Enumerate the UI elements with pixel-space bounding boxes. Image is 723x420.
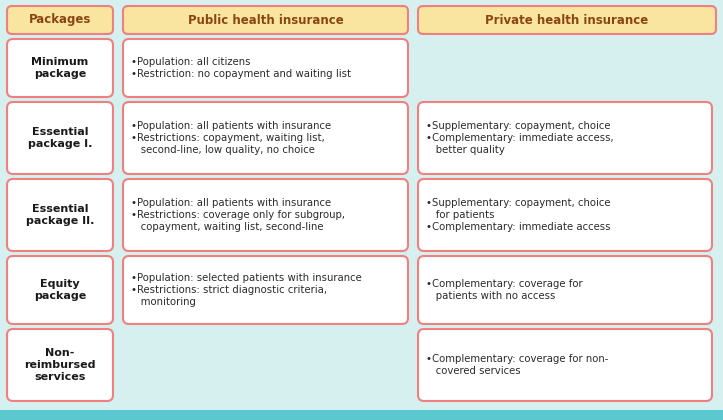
Text: Packages: Packages — [29, 13, 91, 26]
Text: •Complementary: coverage for non-
   covered services: •Complementary: coverage for non- covere… — [426, 354, 608, 376]
FancyBboxPatch shape — [123, 179, 408, 251]
Text: Essential
package II.: Essential package II. — [26, 204, 94, 226]
Text: •Population: all patients with insurance
•Restrictions: copayment, waiting list,: •Population: all patients with insurance… — [131, 121, 331, 155]
FancyBboxPatch shape — [7, 39, 113, 97]
FancyBboxPatch shape — [7, 256, 113, 324]
FancyBboxPatch shape — [123, 39, 408, 97]
FancyBboxPatch shape — [7, 6, 113, 34]
Bar — [0, 410, 723, 420]
Text: Equity
package: Equity package — [34, 279, 86, 301]
Text: •Complementary: coverage for
   patients with no access: •Complementary: coverage for patients wi… — [426, 279, 583, 301]
FancyBboxPatch shape — [418, 256, 712, 324]
FancyBboxPatch shape — [7, 179, 113, 251]
Text: Private health insurance: Private health insurance — [485, 13, 649, 26]
FancyBboxPatch shape — [123, 256, 408, 324]
FancyBboxPatch shape — [7, 102, 113, 174]
Text: •Population: all citizens
•Restriction: no copayment and waiting list: •Population: all citizens •Restriction: … — [131, 57, 351, 79]
FancyBboxPatch shape — [418, 329, 712, 401]
Text: Essential
package I.: Essential package I. — [27, 127, 93, 149]
FancyBboxPatch shape — [7, 329, 113, 401]
Text: •Population: selected patients with insurance
•Restrictions: strict diagnostic c: •Population: selected patients with insu… — [131, 273, 362, 307]
FancyBboxPatch shape — [418, 179, 712, 251]
FancyBboxPatch shape — [123, 102, 408, 174]
Text: Public health insurance: Public health insurance — [188, 13, 343, 26]
FancyBboxPatch shape — [418, 6, 716, 34]
FancyBboxPatch shape — [418, 102, 712, 174]
Text: •Supplementary: copayment, choice
•Complementary: immediate access,
   better qu: •Supplementary: copayment, choice •Compl… — [426, 121, 614, 155]
Text: •Population: all patients with insurance
•Restrictions: coverage only for subgro: •Population: all patients with insurance… — [131, 197, 345, 232]
FancyBboxPatch shape — [123, 6, 408, 34]
Text: •Supplementary: copayment, choice
   for patients
•Complementary: immediate acce: •Supplementary: copayment, choice for pa… — [426, 197, 610, 232]
Text: Minimum
package: Minimum package — [31, 57, 89, 79]
Text: Non-
reimbursed
services: Non- reimbursed services — [25, 348, 95, 382]
